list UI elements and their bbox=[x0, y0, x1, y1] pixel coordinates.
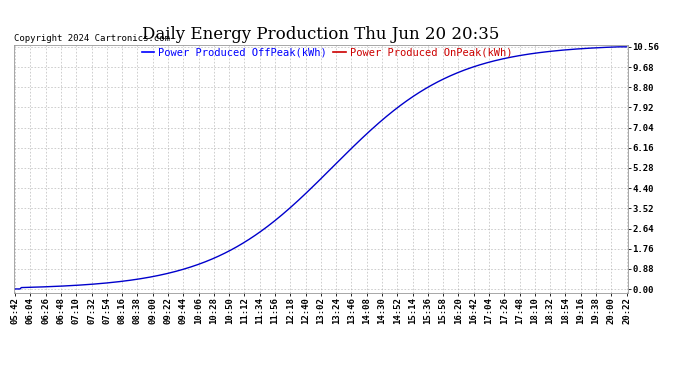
Legend: Power Produced OffPeak(kWh), Power Produced OnPeak(kWh): Power Produced OffPeak(kWh), Power Produ… bbox=[142, 48, 513, 58]
Text: Copyright 2024 Cartronics.com: Copyright 2024 Cartronics.com bbox=[14, 33, 170, 42]
Title: Daily Energy Production Thu Jun 20 20:35: Daily Energy Production Thu Jun 20 20:35 bbox=[142, 27, 500, 44]
